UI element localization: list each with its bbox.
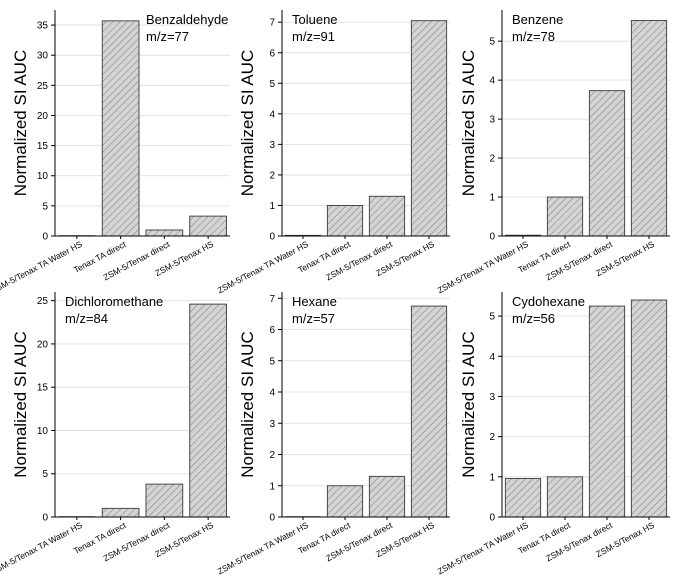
bar xyxy=(145,229,184,237)
bar xyxy=(326,205,364,237)
y-tick-label: 2 xyxy=(489,432,495,443)
bar xyxy=(504,477,542,518)
y-tick-label: 30 xyxy=(37,51,49,62)
bar xyxy=(588,90,626,237)
y-tick-label: 20 xyxy=(37,111,49,122)
chart-title: Hexane xyxy=(292,294,337,309)
y-tick-label: 5 xyxy=(489,37,495,48)
bar xyxy=(101,20,140,237)
y-tick-label: 6 xyxy=(269,325,275,336)
y-tick-label: 2 xyxy=(269,170,275,181)
chart-title: Cydohexane xyxy=(512,294,585,309)
bar xyxy=(101,507,140,518)
chart-title: Toluene xyxy=(292,12,338,27)
y-tick-label: 7 xyxy=(269,294,275,305)
y-tick-label: 20 xyxy=(37,339,49,350)
y-tick-label: 0 xyxy=(489,513,495,524)
y-tick-label: 2 xyxy=(269,450,275,461)
chart-title: Benzene xyxy=(512,12,563,27)
y-tick-label: 3 xyxy=(489,115,495,126)
y-tick-label: 4 xyxy=(269,109,275,120)
chart-subtitle: m/z=57 xyxy=(292,311,335,326)
bar xyxy=(189,215,227,237)
y-tick-label: 1 xyxy=(489,193,495,204)
bar xyxy=(630,299,668,518)
chart-title: Benzaldehyde xyxy=(146,12,228,27)
y-tick-label: 10 xyxy=(37,426,49,437)
y-axis-label: Normalized SI AUC xyxy=(459,50,478,196)
y-axis-label: Normalized SI AUC xyxy=(238,50,257,196)
y-tick-label: 7 xyxy=(269,18,275,29)
bar xyxy=(546,476,584,518)
y-tick-label: 0 xyxy=(269,513,275,524)
y-tick-label: 15 xyxy=(37,141,49,152)
y-tick-label: 5 xyxy=(269,356,275,367)
y-tick-label: 5 xyxy=(42,201,48,212)
bar xyxy=(588,305,626,518)
y-tick-label: 3 xyxy=(489,392,495,403)
bar xyxy=(368,195,406,237)
bar xyxy=(410,20,448,237)
y-tick-label: 5 xyxy=(42,469,48,480)
y-tick-label: 4 xyxy=(489,76,495,87)
bar xyxy=(546,196,584,237)
y-tick-label: 4 xyxy=(269,388,275,399)
chart-subtitle: m/z=77 xyxy=(146,29,189,44)
chart-subtitle: m/z=84 xyxy=(65,311,108,326)
bar xyxy=(410,305,448,518)
y-tick-label: 25 xyxy=(37,81,49,92)
bar xyxy=(326,485,364,518)
chart-subtitle: m/z=56 xyxy=(512,311,555,326)
y-tick-label: 5 xyxy=(269,79,275,90)
y-tick-label: 3 xyxy=(269,419,275,430)
y-axis-label: Normalized SI AUC xyxy=(11,331,30,477)
y-tick-label: 15 xyxy=(37,383,49,394)
y-tick-label: 6 xyxy=(269,48,275,59)
chart-subtitle: m/z=78 xyxy=(512,29,555,44)
y-tick-label: 0 xyxy=(489,232,495,243)
chart-subtitle: m/z=91 xyxy=(292,29,335,44)
chart-title: Dichloromethane xyxy=(65,294,163,309)
bar xyxy=(630,20,668,237)
bar xyxy=(189,303,227,518)
y-tick-label: 3 xyxy=(269,140,275,151)
y-axis-label: Normalized SI AUC xyxy=(11,50,30,196)
y-tick-label: 25 xyxy=(37,296,49,307)
y-axis-label: Normalized SI AUC xyxy=(238,331,257,477)
y-tick-label: 1 xyxy=(489,472,495,483)
y-tick-label: 0 xyxy=(269,232,275,243)
y-tick-label: 0 xyxy=(42,232,48,243)
y-tick-label: 4 xyxy=(489,352,495,363)
y-tick-label: 0 xyxy=(42,513,48,524)
y-tick-label: 2 xyxy=(489,154,495,165)
bar xyxy=(368,475,406,518)
y-axis-label: Normalized SI AUC xyxy=(459,331,478,477)
y-tick-label: 1 xyxy=(269,201,275,212)
y-tick-label: 35 xyxy=(37,21,49,32)
y-tick-label: 10 xyxy=(37,171,49,182)
y-tick-label: 5 xyxy=(489,312,495,323)
y-tick-label: 1 xyxy=(269,481,275,492)
bar xyxy=(145,483,184,518)
